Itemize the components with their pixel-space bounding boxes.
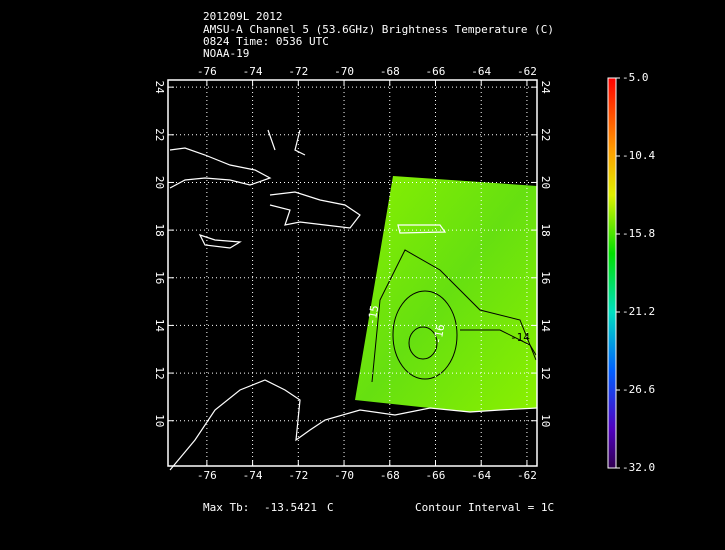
coastlines <box>169 129 538 471</box>
colorbar-tick-label: -26.6 <box>622 383 655 396</box>
contours <box>371 249 537 383</box>
swath <box>355 176 537 412</box>
header-line: 0824 Time: 0536 UTC <box>203 35 329 48</box>
max-unit: C <box>327 501 334 514</box>
colorbar-tick-label: -15.8 <box>622 227 655 240</box>
header-line: AMSU-A Channel 5 (53.6GHz) Brightness Te… <box>203 23 554 36</box>
y-tick-label: 14 <box>539 319 552 333</box>
y-tick-label: 16 <box>153 271 166 284</box>
colorbar-tick-label: -21.2 <box>622 305 655 318</box>
x-tick-label: -74 <box>243 65 263 78</box>
contour-label: -15 <box>365 304 381 326</box>
y-tick-label: 24 <box>153 81 166 95</box>
y-tick-label: 18 <box>539 223 552 236</box>
max-label: Max Tb: <box>203 501 249 514</box>
x-tick-label: -68 <box>380 65 400 78</box>
x-tick-label: -68 <box>380 469 400 482</box>
x-tick-label: -76 <box>197 469 217 482</box>
y-tick-label: 10 <box>153 414 166 427</box>
x-tick-label: -70 <box>334 65 354 78</box>
y-tick-label: 12 <box>539 366 552 379</box>
x-tick-label: -66 <box>426 65 446 78</box>
header-line: 201209L 2012 <box>203 10 282 23</box>
x-tick-label: -70 <box>334 469 354 482</box>
y-tick-label: 20 <box>539 176 552 189</box>
y-tick-label: 24 <box>539 81 552 95</box>
footer: Max Tb: -13.5421 C Contour Interval = 1C <box>203 501 554 514</box>
y-tick-label: 18 <box>153 223 166 236</box>
y-tick-label: 14 <box>153 319 166 333</box>
contour-labels: -15 -16 -14 <box>365 304 530 345</box>
x-tick-label: -72 <box>288 65 308 78</box>
x-tick-label: -66 <box>426 469 446 482</box>
y-tick-label: 16 <box>539 271 552 284</box>
x-tick-label: -62 <box>517 65 537 78</box>
x-tick-label: -62 <box>517 469 537 482</box>
y-tick-label: 12 <box>153 366 166 379</box>
map-frame <box>167 79 538 467</box>
x-tick-label: -64 <box>471 469 491 482</box>
contour-interval: Contour Interval = 1C <box>415 501 554 514</box>
x-tick-label: -72 <box>288 469 308 482</box>
y-tick-label: 22 <box>539 128 552 141</box>
colorbar-tick-label: -32.0 <box>622 461 655 474</box>
max-value: -13.5421 <box>264 501 317 514</box>
contour-label: -14 <box>510 331 530 344</box>
header: 201209L 2012 AMSU-A Channel 5 (53.6GHz) … <box>203 10 554 60</box>
colorbar <box>607 77 617 469</box>
x-tick-label: -64 <box>471 65 491 78</box>
x-tick-label: -76 <box>197 65 217 78</box>
colorbar-tick-label: -10.4 <box>622 149 655 162</box>
y-tick-label: 22 <box>153 128 166 141</box>
y-tick-label: 10 <box>539 414 552 427</box>
colorbar-tick-label: -5.0 <box>622 71 649 84</box>
header-line: NOAA-19 <box>203 47 249 60</box>
x-tick-label: -74 <box>243 469 263 482</box>
y-tick-label: 20 <box>153 176 166 189</box>
